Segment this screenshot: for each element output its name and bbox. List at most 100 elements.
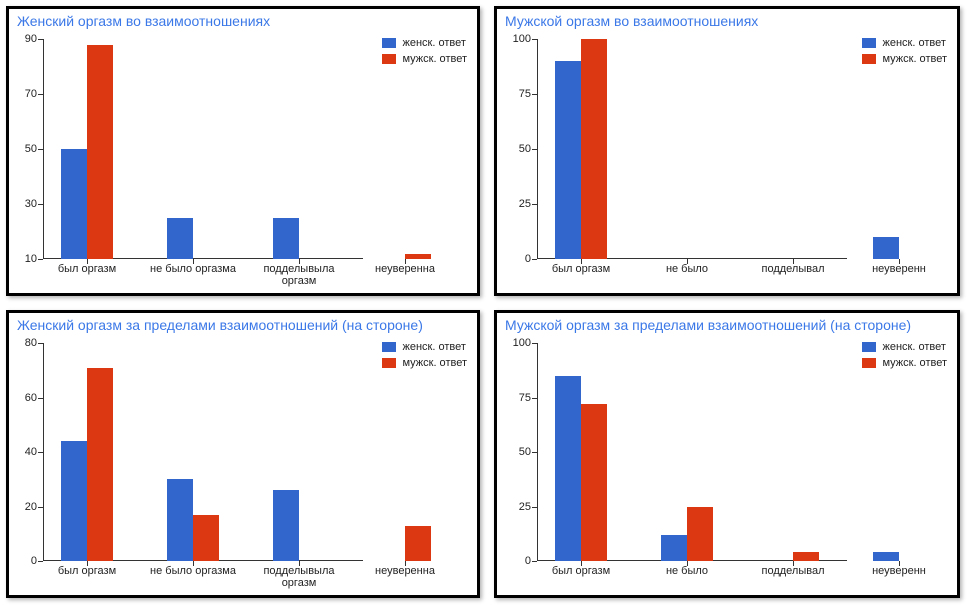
- y-tick-label: 80: [13, 337, 37, 349]
- legend-swatch-male: [862, 358, 876, 368]
- y-tick-label: 50: [13, 143, 37, 155]
- y-tick: [38, 561, 43, 562]
- plot-area: 1030507090был оргазмне было оргазмаподде…: [43, 39, 363, 259]
- y-tick: [38, 343, 43, 344]
- y-tick: [38, 149, 43, 150]
- legend-swatch-male: [862, 54, 876, 64]
- legend-swatch-female: [862, 342, 876, 352]
- legend: женск. ответ мужск. ответ: [382, 37, 467, 69]
- legend-label-male: мужск. ответ: [882, 53, 947, 65]
- chart-title: Мужской оргазм во взаимоотношениях: [505, 13, 758, 29]
- y-tick-label: 25: [507, 501, 531, 513]
- bar-male: [405, 526, 431, 561]
- y-tick-label: 30: [13, 198, 37, 210]
- y-tick-label: 50: [507, 446, 531, 458]
- y-tick-label: 90: [13, 33, 37, 45]
- y-axis: [537, 343, 538, 561]
- x-tick-label: был оргазм: [537, 565, 625, 577]
- legend-row-male: мужск. ответ: [382, 357, 467, 369]
- y-tick-label: 0: [507, 555, 531, 567]
- chart-title: Мужской оргазм за пределами взаимоотноше…: [505, 317, 911, 333]
- legend-swatch-female: [862, 38, 876, 48]
- legend-row-male: мужск. ответ: [382, 53, 467, 65]
- x-tick-label: был оргазм: [43, 263, 131, 275]
- legend-row-male: мужск. ответ: [862, 357, 947, 369]
- plot-area: 0255075100был оргазмне былоподделывалнеу…: [537, 343, 847, 561]
- y-tick: [38, 259, 43, 260]
- chart-grid: Женский оргазм во взаимоотношениях женск.…: [0, 0, 970, 605]
- y-axis: [537, 39, 538, 259]
- y-tick: [532, 398, 537, 399]
- y-tick-label: 40: [13, 446, 37, 458]
- legend-swatch-female: [382, 38, 396, 48]
- y-axis: [43, 39, 44, 259]
- bar-female: [167, 479, 193, 561]
- x-tick-label: неуверенна: [361, 565, 449, 577]
- y-tick-label: 75: [507, 88, 531, 100]
- y-tick-label: 0: [13, 555, 37, 567]
- bar-male: [793, 552, 819, 561]
- chart-male-in-relationship: Мужской оргазм во взаимоотношениях женск.…: [494, 6, 960, 296]
- y-tick: [38, 204, 43, 205]
- bar-male: [581, 39, 607, 259]
- y-tick: [532, 507, 537, 508]
- legend-label-female: женск. ответ: [402, 341, 465, 353]
- legend-row-male: мужск. ответ: [862, 53, 947, 65]
- chart-female-in-relationship: Женский оргазм во взаимоотношениях женск.…: [6, 6, 480, 296]
- legend-label-female: женск. ответ: [402, 37, 465, 49]
- y-tick: [38, 398, 43, 399]
- legend-row-female: женск. ответ: [382, 37, 467, 49]
- y-tick-label: 60: [13, 392, 37, 404]
- legend-label-male: мужск. ответ: [882, 357, 947, 369]
- y-tick: [38, 452, 43, 453]
- bar-female: [167, 218, 193, 259]
- bar-female: [61, 149, 87, 259]
- legend-label-female: женск. ответ: [882, 341, 945, 353]
- legend-label-male: мужск. ответ: [402, 53, 467, 65]
- y-tick: [38, 507, 43, 508]
- x-tick-label: не было оргазма: [149, 565, 237, 577]
- y-tick: [532, 452, 537, 453]
- legend-row-female: женск. ответ: [382, 341, 467, 353]
- legend: женск. ответ мужск. ответ: [862, 341, 947, 373]
- legend-swatch-male: [382, 358, 396, 368]
- x-tick-label: подделывыла оргазм: [255, 565, 343, 589]
- bar-female: [273, 218, 299, 259]
- x-tick-label: не было оргазма: [149, 263, 237, 275]
- bar-male: [405, 254, 431, 260]
- bar-male: [687, 507, 713, 562]
- y-tick: [532, 259, 537, 260]
- y-tick-label: 10: [13, 253, 37, 265]
- y-tick-label: 70: [13, 88, 37, 100]
- x-tick-label: подделывал: [749, 565, 837, 577]
- y-tick-label: 75: [507, 392, 531, 404]
- bar-male: [87, 45, 113, 260]
- chart-male-outside-relationship: Мужской оргазм за пределами взаимоотноше…: [494, 310, 960, 598]
- x-tick-label: неуверенна: [361, 263, 449, 275]
- x-tick-label: был оргазм: [537, 263, 625, 275]
- plot-area: 020406080был оргазмне было оргазмаподдел…: [43, 343, 363, 561]
- bar-female: [61, 441, 87, 561]
- chart-female-outside-relationship: Женский оргазм за пределами взаимоотноше…: [6, 310, 480, 598]
- bar-male: [581, 404, 607, 561]
- y-tick-label: 20: [13, 501, 37, 513]
- y-tick-label: 50: [507, 143, 531, 155]
- y-tick: [532, 94, 537, 95]
- legend: женск. ответмужск. ответ: [862, 37, 947, 69]
- y-tick-label: 25: [507, 198, 531, 210]
- bar-female: [661, 535, 687, 561]
- y-tick: [532, 39, 537, 40]
- chart-title: Женский оргазм во взаимоотношениях: [17, 13, 270, 29]
- plot-area: 0255075100был оргазмне былоподделывалнеу…: [537, 39, 847, 259]
- chart-title: Женский оргазм за пределами взаимоотноше…: [17, 317, 423, 333]
- y-tick: [532, 204, 537, 205]
- y-tick-label: 100: [507, 337, 531, 349]
- legend: женск. ответ мужск. ответ: [382, 341, 467, 373]
- x-tick-label: неуверенн: [855, 263, 943, 275]
- y-tick: [532, 561, 537, 562]
- y-tick: [38, 39, 43, 40]
- bar-male: [193, 515, 219, 561]
- bar-female: [555, 61, 581, 259]
- y-tick: [532, 343, 537, 344]
- x-tick-label: подделывыла оргазм: [255, 263, 343, 287]
